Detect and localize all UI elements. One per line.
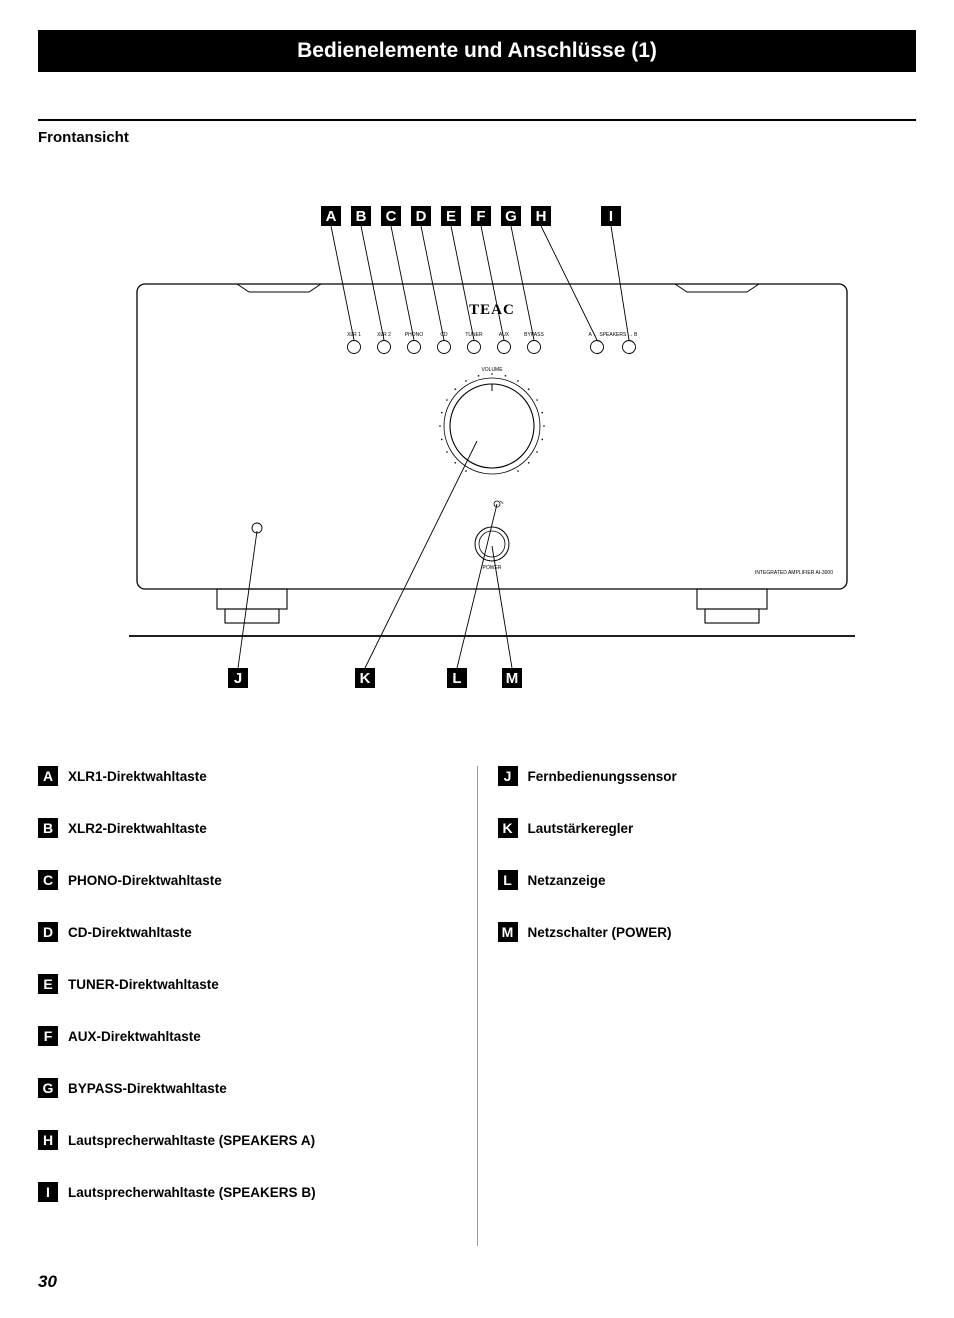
- legend-letter-box: B: [38, 818, 58, 838]
- legend-item: B XLR2-Direktwahltaste: [38, 818, 457, 838]
- legend-item: I Lautsprecherwahltaste (SPEAKERS B): [38, 1182, 457, 1202]
- svg-text:POWER: POWER: [483, 565, 502, 571]
- legend-item: L Netzanzeige: [498, 870, 917, 890]
- legend-letter-box: F: [38, 1026, 58, 1046]
- legend-letter-box: H: [38, 1130, 58, 1150]
- front-view-diagram: ABCDEFGHI TEAC XLR 1XLR 2PHONOCDTUNERAUX…: [38, 186, 916, 706]
- legend-letter-box: C: [38, 870, 58, 890]
- legend-text: Netzanzeige: [528, 873, 606, 888]
- legend-letter-box: E: [38, 974, 58, 994]
- legend-item: A XLR1-Direktwahltaste: [38, 766, 457, 786]
- page-number: 30: [38, 1272, 57, 1292]
- svg-text:C: C: [386, 208, 397, 225]
- legend-columns: A XLR1-Direktwahltaste B XLR2-Direktwahltas…: [38, 766, 916, 1246]
- legend-item: J Fernbedienungssensor: [498, 766, 917, 786]
- svg-text:D: D: [416, 208, 427, 225]
- svg-text:CD: CD: [440, 332, 448, 338]
- legend-item: D CD-Direktwahltaste: [38, 922, 457, 942]
- divider-line: [38, 119, 916, 121]
- model-label: INTEGRATED AMPLIFIER AI-3000: [755, 570, 833, 576]
- legend-text: BYPASS-Direktwahltaste: [68, 1081, 227, 1096]
- legend-letter-box: J: [498, 766, 518, 786]
- legend-text: XLR2-Direktwahltaste: [68, 821, 207, 836]
- svg-text:L: L: [452, 670, 461, 687]
- svg-text:AUX: AUX: [499, 332, 510, 338]
- page-title: Bedienelemente und Anschlüsse (1): [297, 39, 657, 62]
- legend-left-column: A XLR1-Direktwahltaste B XLR2-Direktwahltas…: [38, 766, 457, 1246]
- legend-item: M Netzschalter (POWER): [498, 922, 917, 942]
- svg-text:PHONO: PHONO: [405, 332, 423, 338]
- legend-item: E TUNER-Direktwahltaste: [38, 974, 457, 994]
- svg-text:A: A: [326, 208, 337, 225]
- svg-text:M: M: [506, 670, 519, 687]
- legend-right-column: JFernbedienungssensorKLautstärkereglerLN…: [498, 766, 917, 1246]
- svg-text:K: K: [360, 670, 371, 687]
- svg-text:TUNER: TUNER: [465, 332, 483, 338]
- brand-text: TEAC: [469, 302, 515, 318]
- svg-text:J: J: [234, 670, 242, 687]
- legend-item: G BYPASS-Direktwahltaste: [38, 1078, 457, 1098]
- legend-text: Lautsprecherwahltaste (SPEAKERS A): [68, 1133, 315, 1148]
- foot-right: [697, 589, 767, 623]
- foot-left: [217, 589, 287, 623]
- legend-text: Lautstärkeregler: [528, 821, 634, 836]
- power-button: POWER: [475, 527, 509, 571]
- legend-letter-box: K: [498, 818, 518, 838]
- svg-text:XLR 2: XLR 2: [377, 332, 391, 338]
- legend-item: C PHONO-Direktwahltaste: [38, 870, 457, 890]
- svg-text:BYPASS: BYPASS: [524, 332, 544, 338]
- legend-letter-box: I: [38, 1182, 58, 1202]
- legend-divider: [477, 766, 478, 1246]
- legend-letter-box: L: [498, 870, 518, 890]
- legend-item: K Lautstärkeregler: [498, 818, 917, 838]
- legend-letter-box: A: [38, 766, 58, 786]
- section-subtitle: Frontansicht: [38, 129, 916, 146]
- legend-text: CD-Direktwahltaste: [68, 925, 192, 940]
- speakers-caption: A ← SPEAKERS → B: [589, 332, 639, 338]
- legend-item: H Lautsprecherwahltaste (SPEAKERS A): [38, 1130, 457, 1150]
- amplifier-svg: ABCDEFGHI TEAC XLR 1XLR 2PHONOCDTUNERAUX…: [77, 186, 877, 706]
- svg-text:I: I: [609, 208, 613, 225]
- legend-text: Fernbedienungssensor: [528, 769, 677, 784]
- page-header: Bedienelemente und Anschlüsse (1): [38, 30, 916, 72]
- legend-text: TUNER-Direktwahltaste: [68, 977, 219, 992]
- svg-text:B: B: [356, 208, 367, 225]
- legend-letter-box: G: [38, 1078, 58, 1098]
- legend-letter-box: D: [38, 922, 58, 942]
- legend-text: Netzschalter (POWER): [528, 925, 672, 940]
- legend-text: XLR1-Direktwahltaste: [68, 769, 207, 784]
- svg-text:XLR 1: XLR 1: [347, 332, 361, 338]
- svg-text:G: G: [505, 208, 517, 225]
- volume-label: VOLUME: [481, 367, 503, 373]
- svg-text:E: E: [446, 208, 456, 225]
- legend-item: F AUX-Direktwahltaste: [38, 1026, 457, 1046]
- legend-text: AUX-Direktwahltaste: [68, 1029, 201, 1044]
- svg-text:H: H: [536, 208, 547, 225]
- svg-text:F: F: [476, 208, 485, 225]
- legend-text: Lautsprecherwahltaste (SPEAKERS B): [68, 1185, 316, 1200]
- legend-letter-box: M: [498, 922, 518, 942]
- volume-knob: [439, 373, 545, 474]
- legend-text: PHONO-Direktwahltaste: [68, 873, 222, 888]
